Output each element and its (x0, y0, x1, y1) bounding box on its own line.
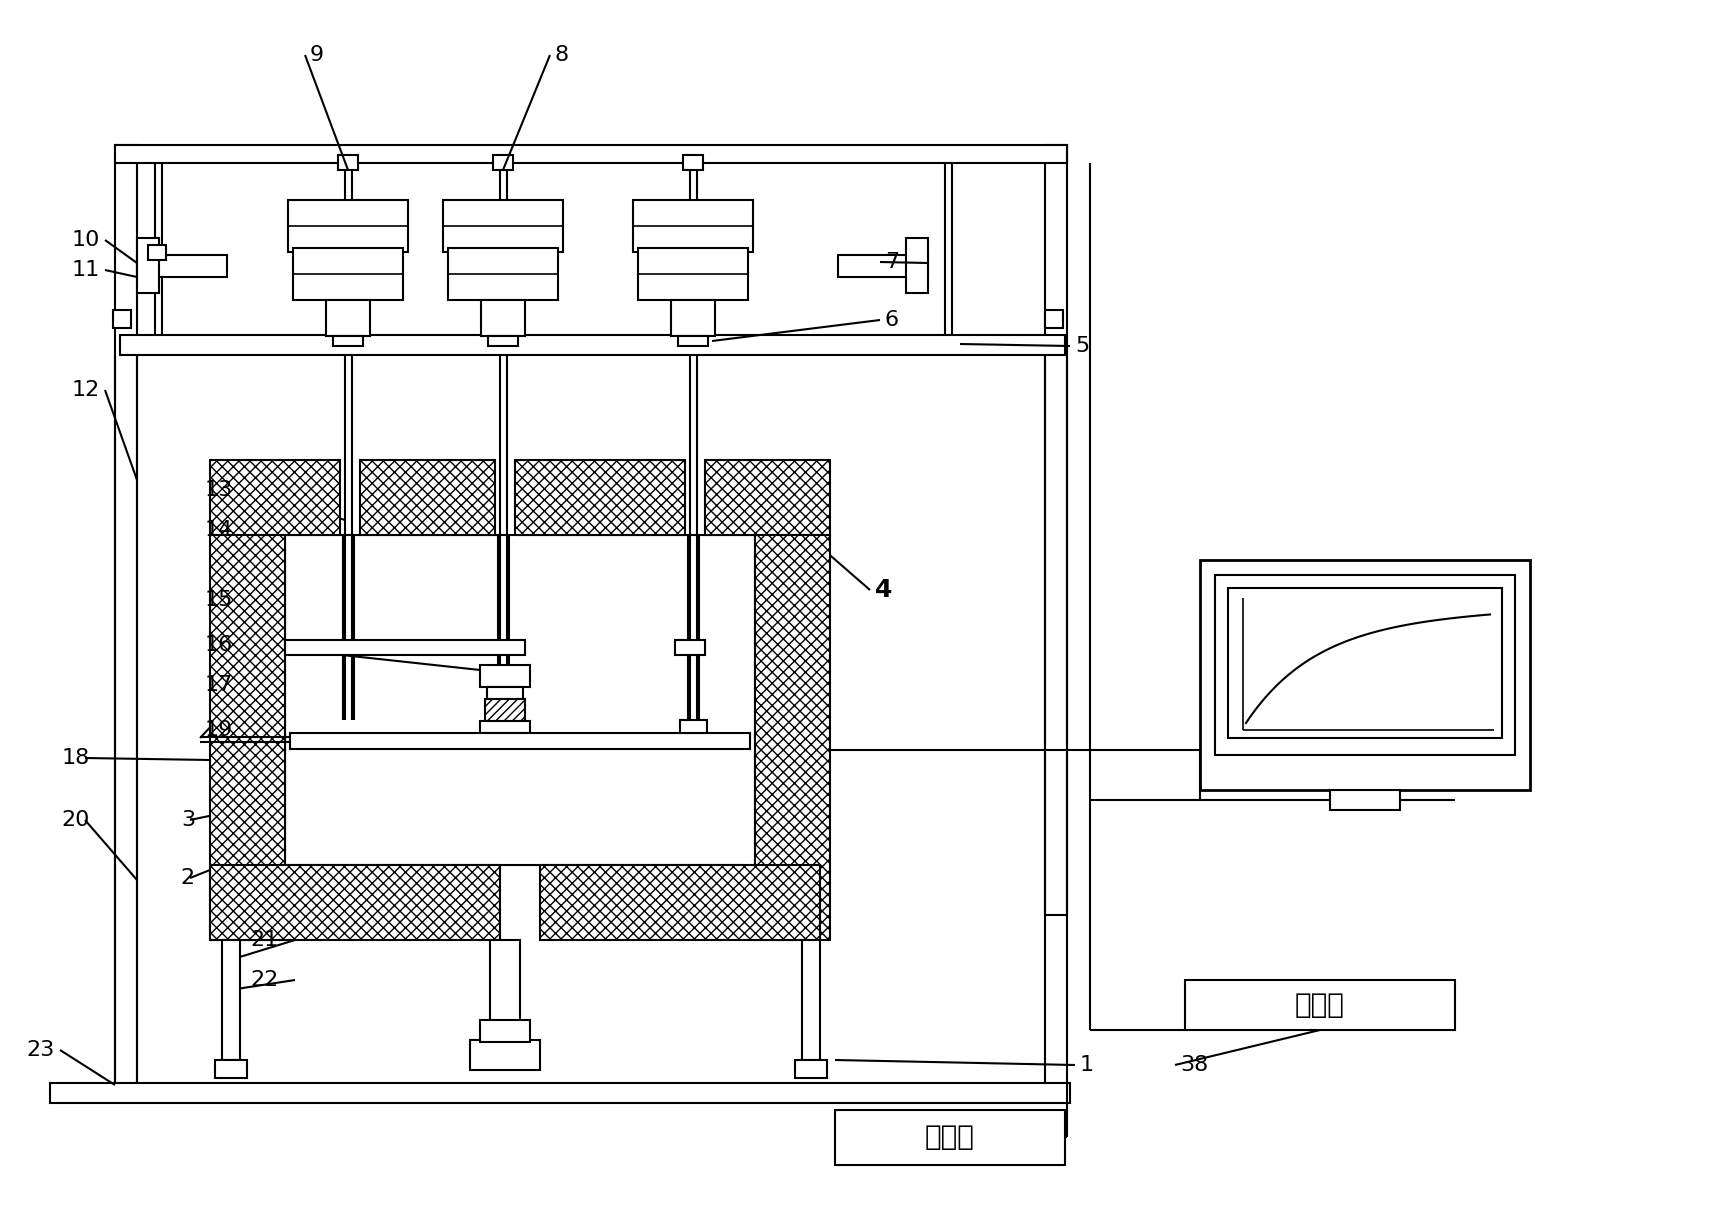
Bar (444, 199, 562, 252)
Bar (1046, 145, 1066, 914)
Bar (1185, 980, 1455, 1030)
Text: 3: 3 (181, 810, 194, 831)
Text: 9: 9 (310, 45, 323, 64)
Text: 2: 2 (181, 868, 194, 888)
Bar (447, 248, 557, 300)
Text: 4: 4 (875, 578, 893, 602)
Bar (490, 940, 519, 1040)
Bar (755, 535, 831, 940)
Text: 1: 1 (1080, 1055, 1094, 1075)
Bar (633, 199, 753, 252)
Bar (286, 640, 525, 655)
Bar (485, 699, 525, 721)
Bar (906, 238, 929, 293)
Bar (480, 665, 530, 687)
Bar (1330, 790, 1400, 810)
Bar (488, 336, 518, 347)
Bar (683, 154, 703, 170)
Bar (674, 640, 705, 655)
Bar (210, 535, 286, 940)
Bar (1214, 575, 1515, 755)
Text: 15: 15 (205, 590, 234, 610)
Text: 工控机: 工控机 (1295, 991, 1345, 1019)
Bar (480, 1020, 530, 1042)
Text: 21: 21 (249, 930, 279, 950)
Bar (638, 248, 748, 300)
Bar (291, 733, 750, 749)
Bar (679, 720, 707, 733)
Bar (138, 238, 158, 293)
Bar (540, 865, 820, 940)
Text: 17: 17 (205, 675, 234, 696)
Bar (334, 336, 363, 347)
Text: 22: 22 (249, 970, 279, 990)
Bar (210, 460, 341, 535)
Text: 19: 19 (205, 720, 234, 741)
Text: 13: 13 (205, 480, 234, 500)
Bar (286, 535, 755, 865)
Bar (210, 865, 501, 940)
Bar (138, 255, 227, 277)
Bar (1046, 310, 1063, 328)
Bar (115, 145, 138, 1090)
Bar (480, 721, 530, 733)
Text: 38: 38 (1180, 1055, 1207, 1075)
Text: 8: 8 (556, 45, 569, 64)
Bar (705, 460, 831, 535)
Bar (327, 300, 370, 336)
Bar (215, 1060, 248, 1079)
Bar (114, 310, 131, 328)
Bar (1228, 589, 1502, 738)
Text: 12: 12 (72, 379, 100, 400)
Bar (482, 300, 525, 336)
Bar (802, 940, 820, 1060)
Text: 16: 16 (205, 635, 234, 655)
Bar (838, 255, 929, 277)
Bar (514, 460, 685, 535)
Bar (678, 336, 709, 347)
Bar (222, 940, 241, 1060)
Bar (795, 1060, 827, 1079)
Bar (671, 300, 716, 336)
Text: 23: 23 (28, 1040, 55, 1060)
Bar (487, 687, 523, 699)
Bar (1201, 561, 1531, 790)
Bar (494, 154, 513, 170)
Bar (120, 334, 1065, 355)
Bar (287, 199, 408, 252)
Bar (115, 145, 1066, 163)
Text: 6: 6 (886, 310, 900, 330)
Text: 5: 5 (1075, 336, 1089, 356)
Text: 18: 18 (62, 748, 89, 769)
Bar (148, 244, 167, 260)
Bar (339, 154, 358, 170)
Text: 20: 20 (62, 810, 89, 831)
Text: 14: 14 (205, 520, 234, 540)
Bar (470, 1040, 540, 1070)
Text: 温控仪: 温控仪 (925, 1124, 975, 1152)
Text: 11: 11 (72, 260, 100, 280)
Bar (50, 1083, 1070, 1103)
Text: 10: 10 (72, 230, 100, 250)
Text: 7: 7 (886, 252, 900, 272)
Bar (834, 1110, 1065, 1165)
Bar (359, 460, 495, 535)
Bar (292, 248, 402, 300)
